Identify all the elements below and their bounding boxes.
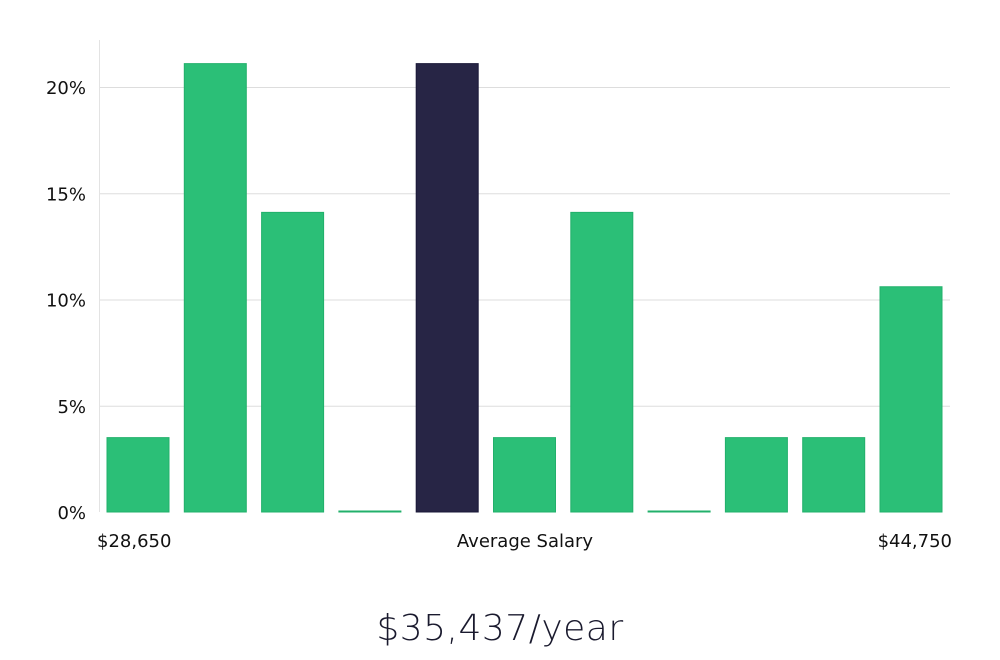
y-tick-label: 10% bbox=[46, 291, 86, 312]
average-salary-headline: $35,437/year bbox=[376, 608, 624, 649]
y-tick-label: 0% bbox=[57, 503, 86, 524]
bar bbox=[879, 286, 943, 513]
x-label-center: Average Salary bbox=[457, 531, 594, 552]
y-tick-labels: 0% 5% 10% 15% 20% bbox=[46, 78, 86, 524]
x-label-max: $44,750 bbox=[878, 531, 952, 552]
bar bbox=[183, 63, 247, 513]
bars-layer bbox=[106, 63, 943, 513]
y-tick-label: 5% bbox=[57, 397, 86, 418]
bar bbox=[261, 211, 325, 513]
bar bbox=[106, 437, 170, 513]
y-tick-label: 15% bbox=[46, 184, 86, 205]
bar bbox=[493, 437, 556, 513]
bar-average-salary bbox=[415, 63, 479, 513]
y-tick-label: 20% bbox=[46, 78, 86, 99]
bar bbox=[338, 510, 402, 513]
bar bbox=[647, 510, 711, 513]
bar bbox=[570, 211, 634, 513]
bar bbox=[724, 437, 788, 513]
bar bbox=[802, 437, 866, 513]
x-label-min: $28,650 bbox=[97, 531, 171, 552]
